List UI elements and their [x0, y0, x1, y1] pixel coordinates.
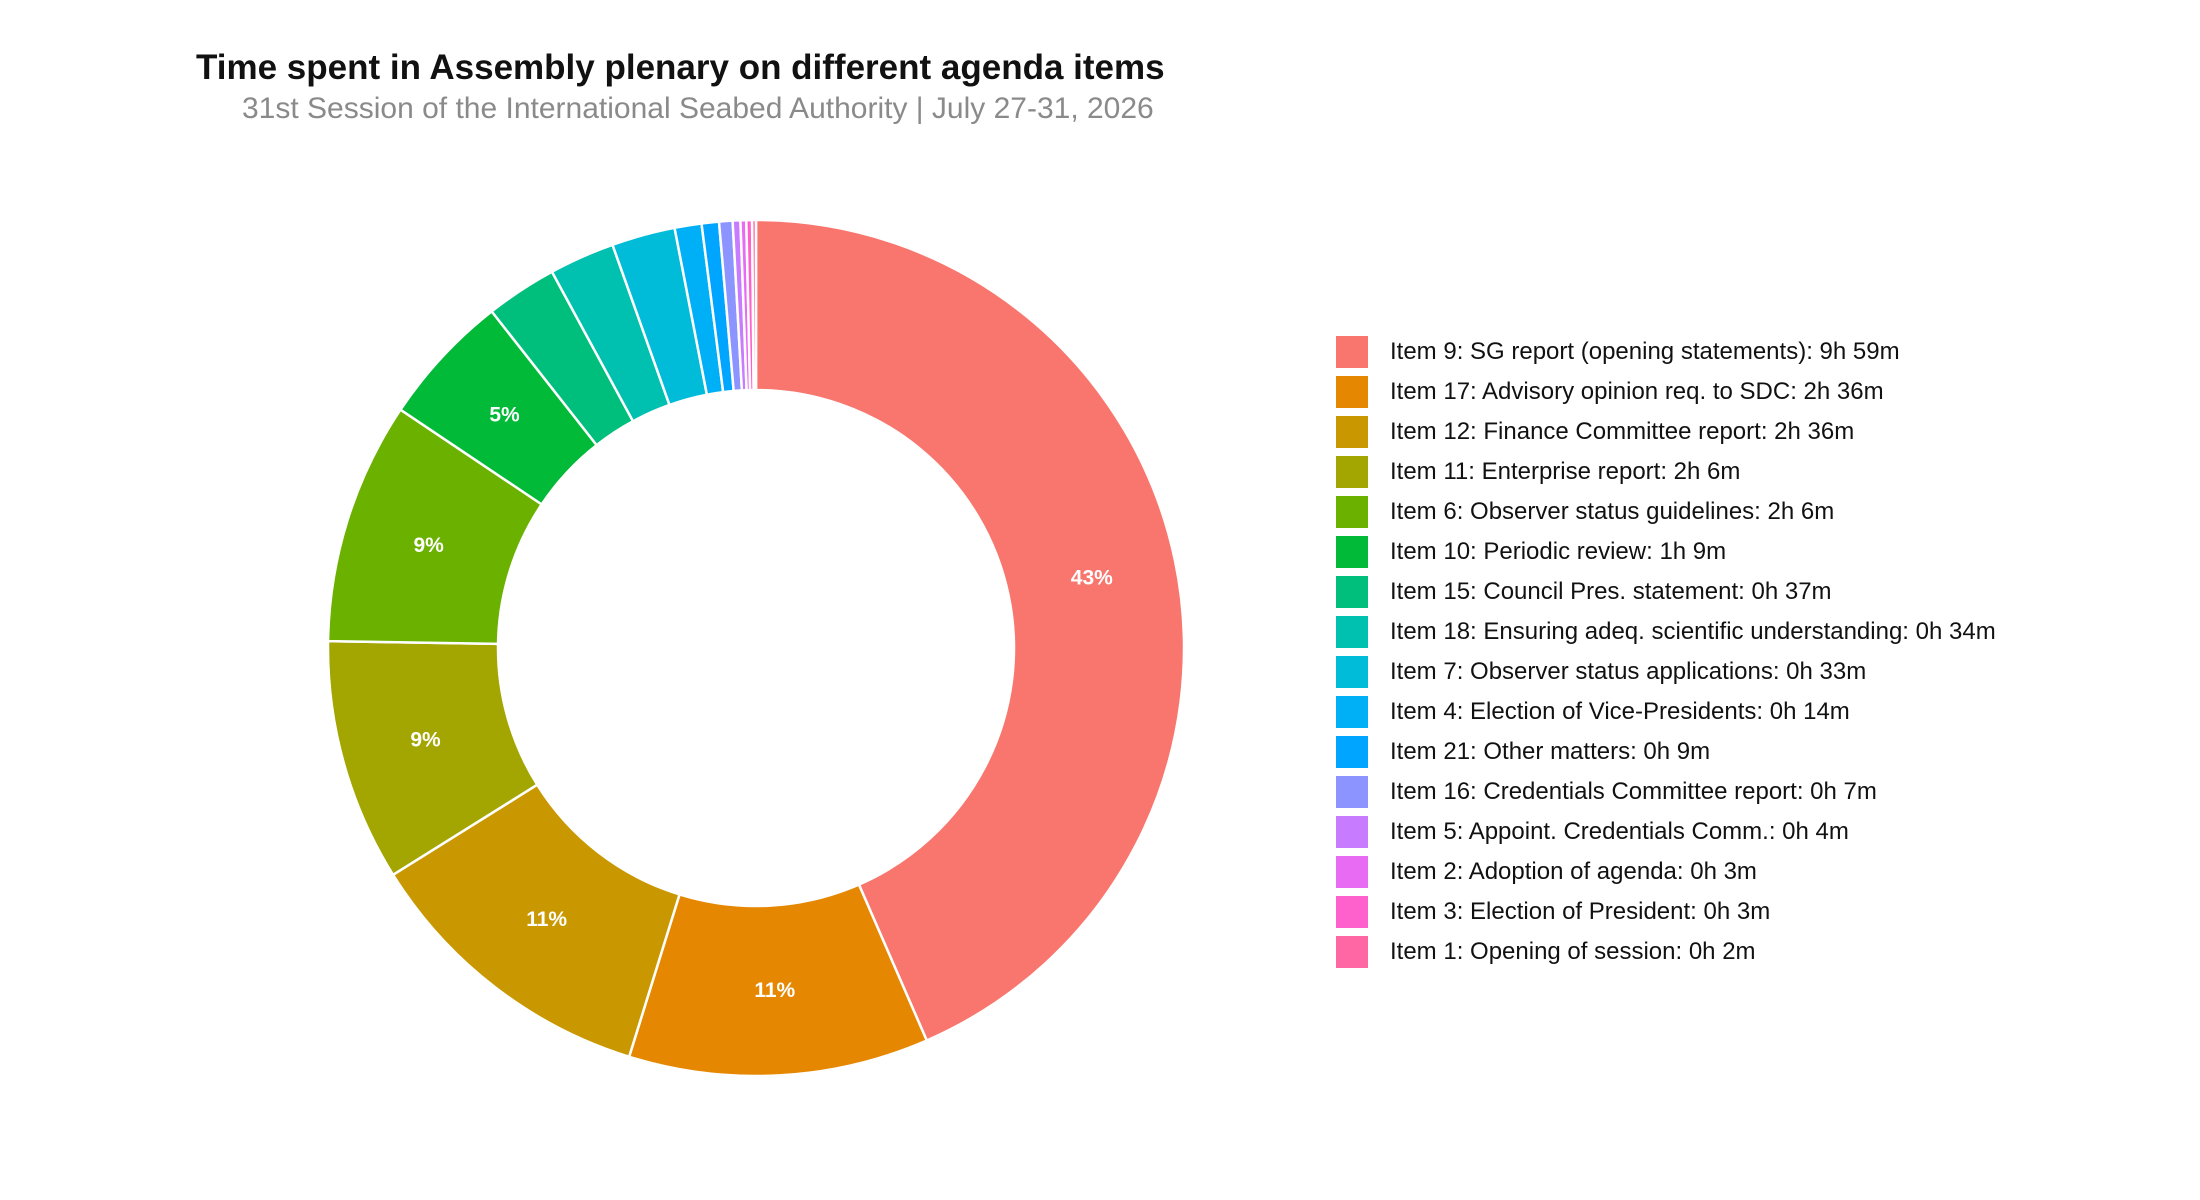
legend-swatch: [1336, 936, 1368, 968]
donut-slice: [750, 218, 758, 392]
slice-percent-label: 5%: [489, 403, 520, 426]
legend-label: Item 21: Other matters: 0h 9m: [1390, 738, 1711, 765]
donut-slice: [754, 218, 1186, 1043]
legend: Item 9: SG report (opening statements): …: [1336, 332, 1996, 972]
legend-item: Item 12: Finance Committee report: 2h 36…: [1336, 412, 1996, 452]
legend-swatch: [1336, 776, 1368, 808]
legend-swatch: [1336, 656, 1368, 688]
legend-label: Item 17: Advisory opinion req. to SDC: 2…: [1390, 378, 1884, 405]
legend-label: Item 16: Credentials Committee report: 0…: [1390, 778, 1877, 805]
slice-percent-label: 43%: [1071, 567, 1113, 590]
legend-item: Item 10: Periodic review: 1h 9m: [1336, 532, 1996, 572]
legend-label: Item 12: Finance Committee report: 2h 36…: [1390, 418, 1855, 445]
legend-swatch: [1336, 456, 1368, 488]
legend-item: Item 9: SG report (opening statements): …: [1336, 332, 1996, 372]
legend-label: Item 6: Observer status guidelines: 2h 6…: [1390, 498, 1835, 525]
legend-item: Item 7: Observer status applications: 0h…: [1336, 652, 1996, 692]
legend-label: Item 5: Appoint. Credentials Comm.: 0h 4…: [1390, 818, 1849, 845]
legend-swatch: [1336, 416, 1368, 448]
legend-swatch: [1336, 896, 1368, 928]
legend-swatch: [1336, 576, 1368, 608]
slice-percent-label: 11%: [526, 908, 567, 931]
legend-swatch: [1336, 616, 1368, 648]
legend-item: Item 11: Enterprise report: 2h 6m: [1336, 452, 1996, 492]
legend-item: Item 16: Credentials Committee report: 0…: [1336, 772, 1996, 812]
legend-item: Item 3: Election of President: 0h 3m: [1336, 892, 1996, 932]
donut-slice-labels: 43% 11% 11% 9% 9% 5%: [410, 403, 1113, 1002]
legend-item: Item 4: Election of Vice-Presidents: 0h …: [1336, 692, 1996, 732]
legend-swatch: [1336, 336, 1368, 368]
legend-swatch: [1336, 496, 1368, 528]
legend-label: Item 1: Opening of session: 0h 2m: [1390, 938, 1756, 965]
legend-item: Item 17: Advisory opinion req. to SDC: 2…: [1336, 372, 1996, 412]
legend-item: Item 2: Adoption of agenda: 0h 3m: [1336, 852, 1996, 892]
slice-percent-label: 9%: [413, 534, 444, 557]
legend-swatch: [1336, 736, 1368, 768]
legend-item: Item 18: Ensuring adeq. scientific under…: [1336, 612, 1996, 652]
legend-swatch: [1336, 696, 1368, 728]
legend-swatch: [1336, 856, 1368, 888]
legend-label: Item 15: Council Pres. statement: 0h 37m: [1390, 578, 1832, 605]
legend-label: Item 3: Election of President: 0h 3m: [1390, 898, 1771, 925]
legend-swatch: [1336, 376, 1368, 408]
donut-chart: 43% 11% 11% 9% 9% 5%: [326, 218, 1186, 1078]
donut-slices: [326, 218, 1186, 1078]
legend-item: Item 15: Council Pres. statement: 0h 37m: [1336, 572, 1996, 612]
chart-title: Time spent in Assembly plenary on differ…: [196, 48, 1165, 87]
slice-percent-label: 9%: [410, 728, 441, 751]
legend-label: Item 4: Election of Vice-Presidents: 0h …: [1390, 698, 1850, 725]
chart-subtitle: 31st Session of the International Seabed…: [242, 92, 1154, 125]
legend-label: Item 2: Adoption of agenda: 0h 3m: [1390, 858, 1757, 885]
legend-item: Item 1: Opening of session: 0h 2m: [1336, 932, 1996, 972]
legend-label: Item 18: Ensuring adeq. scientific under…: [1390, 618, 1996, 645]
legend-label: Item 10: Periodic review: 1h 9m: [1390, 538, 1727, 565]
slice-percent-label: 11%: [754, 979, 795, 1002]
legend-swatch: [1336, 816, 1368, 848]
legend-label: Item 11: Enterprise report: 2h 6m: [1390, 458, 1741, 485]
legend-swatch: [1336, 536, 1368, 568]
legend-item: Item 6: Observer status guidelines: 2h 6…: [1336, 492, 1996, 532]
legend-label: Item 7: Observer status applications: 0h…: [1390, 658, 1867, 685]
legend-label: Item 9: SG report (opening statements): …: [1390, 338, 1900, 365]
legend-item: Item 21: Other matters: 0h 9m: [1336, 732, 1996, 772]
legend-item: Item 5: Appoint. Credentials Comm.: 0h 4…: [1336, 812, 1996, 852]
